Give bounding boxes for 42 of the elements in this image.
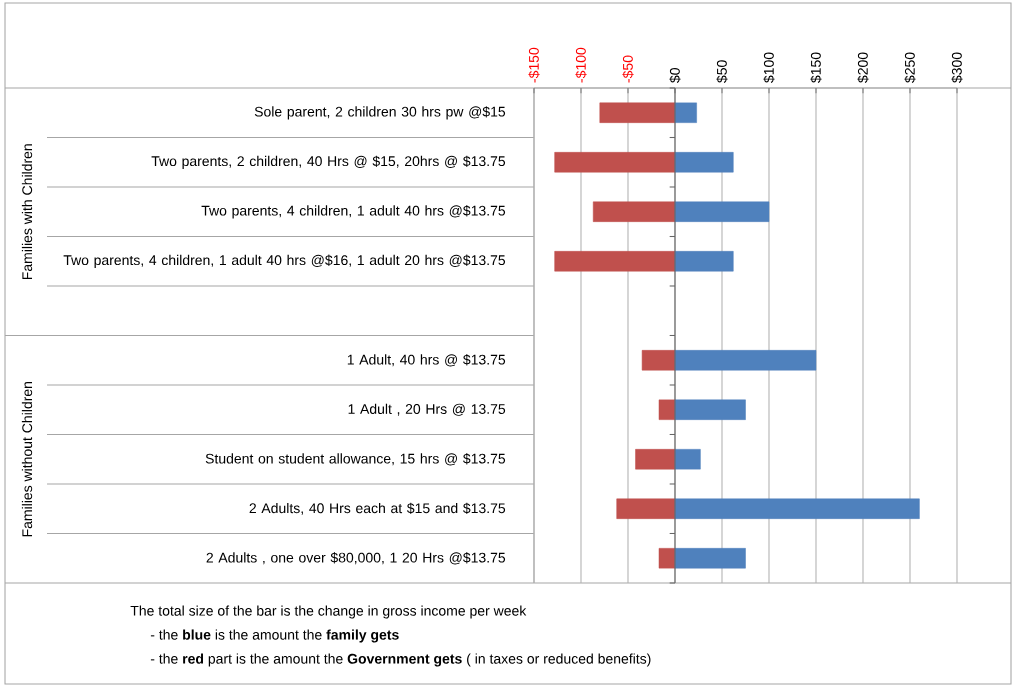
y-tick-label: 1 Adult, 40 hrs @ $13.75 [347, 354, 506, 367]
bar [674, 201, 770, 222]
bar [674, 350, 817, 371]
bar [674, 152, 734, 173]
x-tick-label: $250 [904, 52, 916, 83]
y-tick-label: 2 Adults , one over $80,000, 1 20 Hrs @$13.75 [206, 552, 506, 565]
x-tick-label: -$150 [528, 47, 540, 83]
bar [674, 251, 734, 272]
x-tick-label: $200 [857, 52, 869, 83]
y-tick-label: Student on student allowance, 15 hrs @ $13.75 [205, 453, 506, 466]
bar [658, 399, 676, 420]
x-tick-label: -$50 [622, 55, 634, 83]
bar [674, 399, 746, 420]
bar [641, 350, 676, 371]
x-tick-label: $300 [951, 52, 963, 83]
text: Families without Children [21, 381, 33, 537]
y-tick-label: 2 Adults, 40 Hrs each at $15 and $13.75 [249, 502, 506, 515]
x-tick-label: -$100 [575, 47, 587, 83]
bar [674, 102, 697, 123]
text: The total size of the bar is the change in gross income per week [130, 605, 527, 619]
y-tick-label: Two parents, 4 children, 1 adult 40 hrs @$13.75 [201, 205, 506, 219]
bar [599, 102, 676, 123]
bar [554, 152, 676, 173]
y-tick-label: Two parents, 4 children, 1 adult 40 hrs @$16, 1 adult 20 hrs @$13.75 [63, 254, 506, 268]
x-tick-label: $50 [716, 60, 728, 83]
bar [592, 201, 676, 222]
text: - the red part is the amount the Government gets ( in taxes or reduced benefits) [150, 653, 651, 667]
bar [674, 548, 746, 569]
text: - the blue is the amount the family gets [150, 629, 399, 643]
y-tick-label: Sole parent, 2 children 30 hrs pw @$15 [254, 106, 506, 120]
x-tick-label: $0 [669, 68, 681, 83]
y-tick-label: Two parents, 2 children, 40 Hrs @ $15, 20hrs @ $13.75 [151, 155, 506, 169]
bar [674, 449, 701, 470]
bar [616, 498, 676, 519]
bar [674, 498, 920, 519]
bar [658, 548, 676, 569]
bar [554, 251, 676, 272]
text: Families with Children [21, 144, 33, 280]
bar [635, 449, 676, 470]
x-tick-label: $100 [763, 52, 775, 83]
y-tick-label: 1 Adult , 20 Hrs @ 13.75 [348, 403, 506, 416]
x-tick-label: $150 [810, 52, 822, 83]
